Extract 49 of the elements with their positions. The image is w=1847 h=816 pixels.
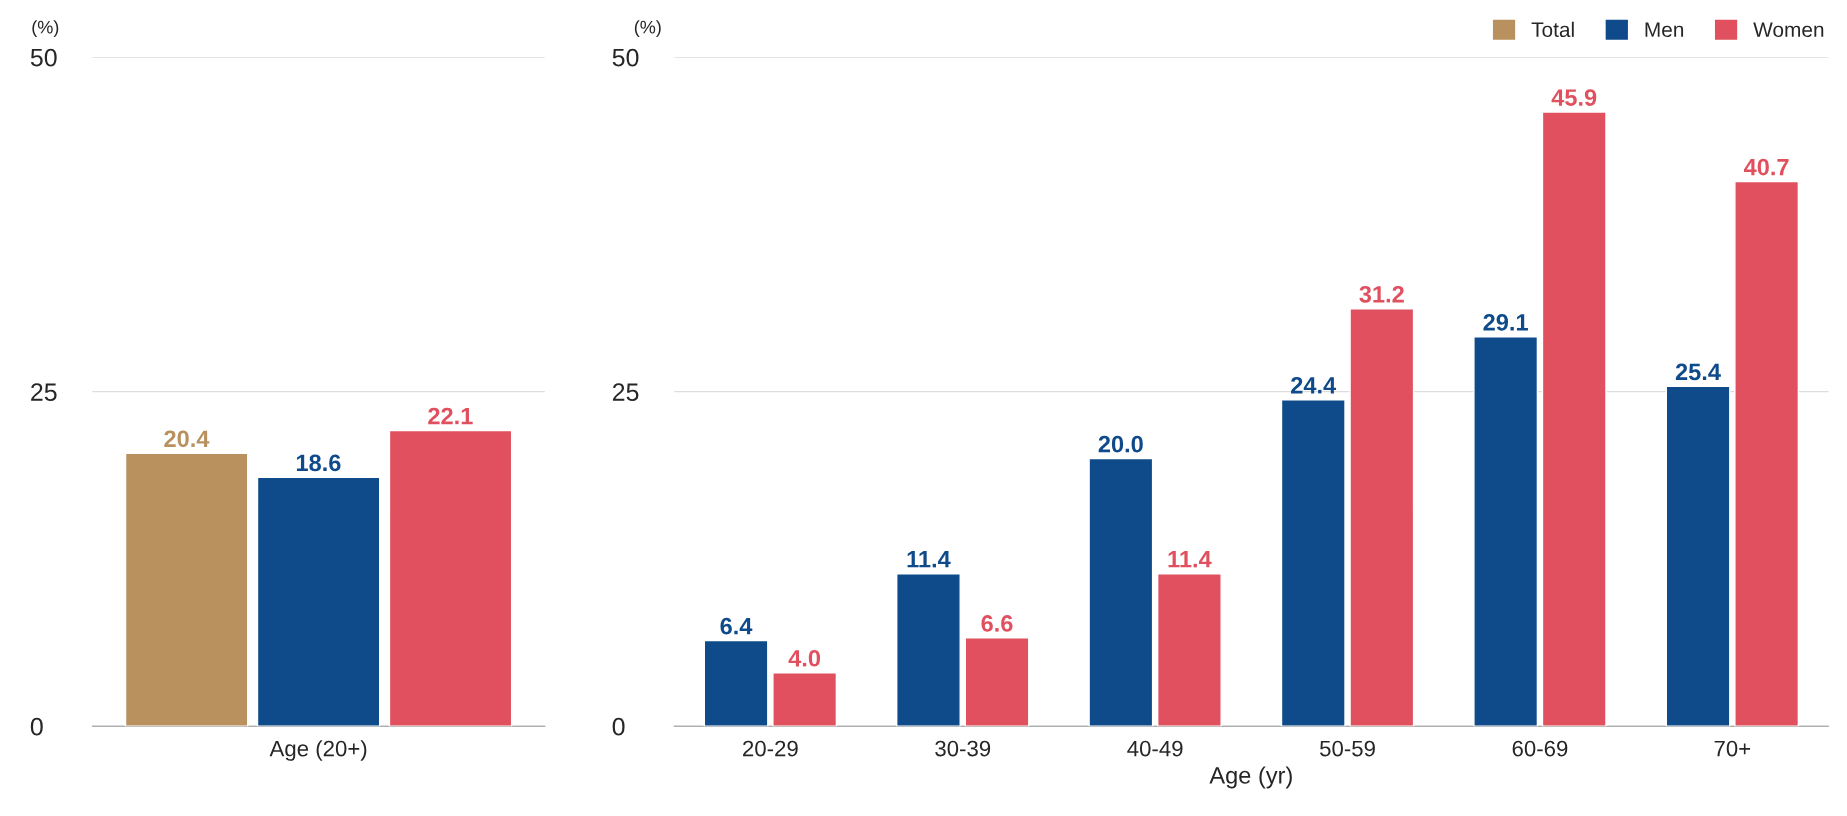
x-axis-title: Age (yr): [1209, 766, 1292, 789]
bar: [1280, 399, 1346, 727]
bar: [1665, 385, 1731, 727]
y-tick-label: 50: [30, 48, 57, 67]
data-label: 6.4: [720, 617, 753, 635]
x-tick-label: Age (20+): [269, 740, 367, 761]
bar: [124, 452, 249, 727]
data-label: 22.1: [428, 407, 473, 425]
x-tick-label: 70+: [1714, 740, 1751, 757]
bar: [1156, 572, 1222, 727]
y-tick-label: 25: [612, 383, 639, 401]
data-label: 4.0: [788, 649, 821, 667]
bar: [896, 572, 961, 727]
legend-label: Men: [1645, 22, 1684, 38]
x-tick-label: 40-49: [1127, 740, 1183, 757]
bar: [1541, 111, 1607, 727]
data-label: 45.9: [1551, 89, 1597, 106]
y-tick-label: 50: [612, 48, 639, 67]
y-tick-label: 25: [31, 383, 57, 401]
y-tick-label: 0: [612, 717, 625, 736]
y-tick-label: 0: [30, 717, 43, 736]
bar: [1473, 336, 1539, 727]
data-label: 24.4: [1291, 376, 1337, 394]
data-label: 29.1: [1483, 314, 1528, 331]
bar: [1088, 457, 1154, 727]
data-label: 40.7: [1743, 158, 1789, 176]
data-label: 6.6: [981, 615, 1013, 632]
bar: [388, 429, 513, 727]
data-label: 11.4: [1168, 551, 1212, 568]
y-axis-title: (%): [32, 20, 59, 38]
data-label: 20.0: [1098, 435, 1143, 453]
bar: [703, 639, 769, 727]
legend-label: Total: [1531, 21, 1574, 38]
y-axis-title: (%): [634, 20, 661, 38]
x-tick-label: 20-29: [743, 740, 798, 757]
data-label: 20.4: [164, 430, 210, 448]
bar: [772, 672, 838, 727]
bar: [1734, 180, 1800, 727]
legend-label: Women: [1753, 22, 1824, 38]
data-label: 11.4: [907, 551, 951, 568]
x-tick-label: 60-69: [1512, 740, 1568, 757]
data-label: 25.4: [1675, 363, 1721, 381]
x-tick-label: 30-39: [935, 740, 991, 757]
bar: [964, 637, 1030, 727]
data-label: 31.2: [1359, 285, 1404, 303]
bar: [256, 476, 381, 727]
x-tick-label: 50-59: [1320, 740, 1375, 757]
bar: [1349, 308, 1415, 727]
data-label: 18.6: [296, 454, 341, 472]
